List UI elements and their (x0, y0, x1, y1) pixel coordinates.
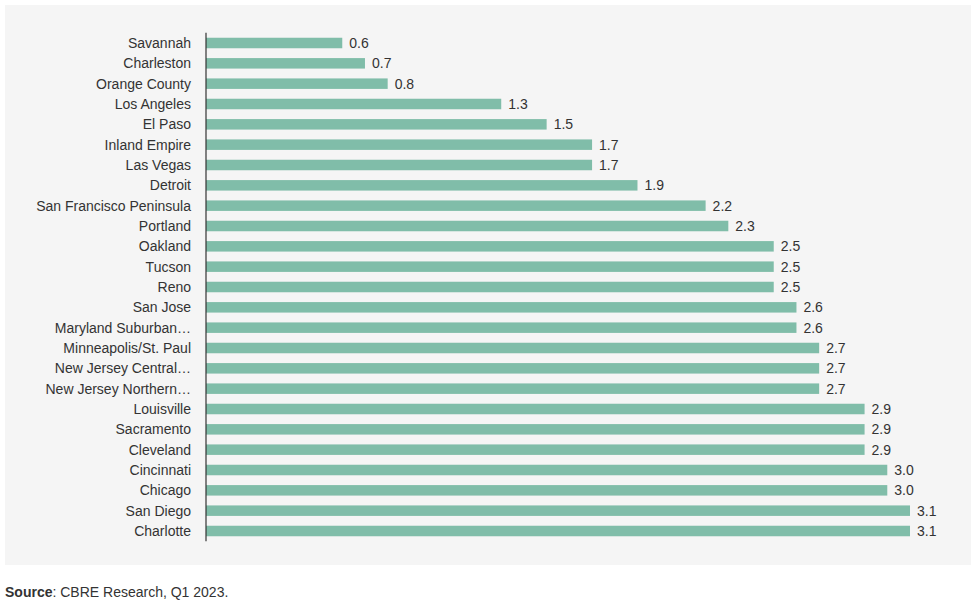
category-label: San Diego (126, 503, 192, 519)
chart: Savannah 0.6 Charleston 0.7 Orange County 0.8… (0, 0, 976, 606)
category-label: Charleston (123, 55, 191, 71)
bar (206, 343, 819, 354)
category-label: Charlotte (134, 523, 191, 539)
bar (206, 99, 501, 110)
category-label: Louisville (133, 401, 191, 417)
bar (206, 221, 728, 232)
bar (206, 444, 865, 455)
data-label: 3.1 (917, 523, 937, 539)
category-label: Minneapolis/St. Paul (63, 340, 191, 356)
data-label: 1.5 (554, 116, 574, 132)
data-label: 0.8 (395, 76, 415, 92)
data-label: 2.3 (735, 218, 755, 234)
bar (206, 58, 365, 68)
data-label: 0.7 (372, 55, 392, 71)
category-label: Oakland (139, 238, 191, 254)
category-label: Orange County (96, 76, 191, 92)
category-label: Portland (139, 218, 191, 234)
category-label: Inland Empire (105, 137, 192, 153)
bar (206, 78, 388, 89)
category-label: Los Angeles (115, 96, 191, 112)
bars (206, 38, 910, 537)
data-label: 0.6 (349, 35, 369, 51)
category-label: Las Vegas (126, 157, 191, 173)
category-label: Reno (158, 279, 192, 295)
axis-line (205, 33, 206, 541)
bar (206, 322, 796, 333)
data-label: 2.5 (781, 279, 801, 295)
bar (206, 404, 865, 415)
bar (206, 261, 774, 272)
category-label: San Jose (133, 299, 192, 315)
category-label: Maryland Suburban… (55, 320, 191, 336)
data-label: 2.9 (872, 442, 892, 458)
data-label: 1.7 (599, 157, 619, 173)
data-label: 2.5 (781, 259, 801, 275)
category-label: New Jersey Northern… (46, 381, 192, 397)
bar (206, 282, 774, 293)
bar (206, 485, 887, 496)
category-label: Tucson (146, 259, 191, 275)
bar (206, 424, 865, 435)
bar (206, 383, 819, 394)
data-label: 3.0 (894, 462, 914, 478)
bar (206, 38, 342, 49)
data-label: 3.1 (917, 503, 937, 519)
data-label: 2.5 (781, 238, 801, 254)
source-text: : CBRE Research, Q1 2023. (52, 584, 228, 600)
bar (206, 200, 706, 211)
category-label: El Paso (143, 116, 191, 132)
category-label: Detroit (150, 177, 191, 193)
chart-background (5, 5, 971, 565)
bar (206, 505, 910, 515)
data-label: 1.7 (599, 137, 619, 153)
data-label: 1.3 (508, 96, 528, 112)
data-label: 1.9 (644, 177, 664, 193)
source-note: Source: CBRE Research, Q1 2023. (5, 584, 228, 600)
bar (206, 363, 819, 374)
source-label: Source (5, 584, 53, 600)
bar (206, 139, 592, 150)
bar (206, 241, 774, 252)
category-label: New Jersey Central… (55, 360, 191, 376)
category-label: Cincinnati (130, 462, 191, 478)
category-label: Cleveland (129, 442, 191, 458)
category-label: Savannah (128, 35, 191, 51)
category-label: Chicago (140, 482, 192, 498)
data-label: 2.7 (826, 381, 846, 397)
data-label: 2.7 (826, 360, 846, 376)
bar (206, 160, 592, 171)
data-label: 2.9 (872, 401, 892, 417)
data-label: 3.0 (894, 482, 914, 498)
bar (206, 302, 796, 313)
data-label: 2.2 (713, 198, 733, 214)
data-label: 2.6 (803, 299, 823, 315)
bar (206, 465, 887, 476)
bar (206, 119, 547, 130)
category-label: San Francisco Peninsula (36, 198, 191, 214)
bar (206, 526, 910, 537)
data-label: 2.9 (872, 421, 892, 437)
data-label: 2.6 (803, 320, 823, 336)
data-label: 2.7 (826, 340, 846, 356)
bar (206, 180, 637, 191)
category-label: Sacramento (116, 421, 192, 437)
